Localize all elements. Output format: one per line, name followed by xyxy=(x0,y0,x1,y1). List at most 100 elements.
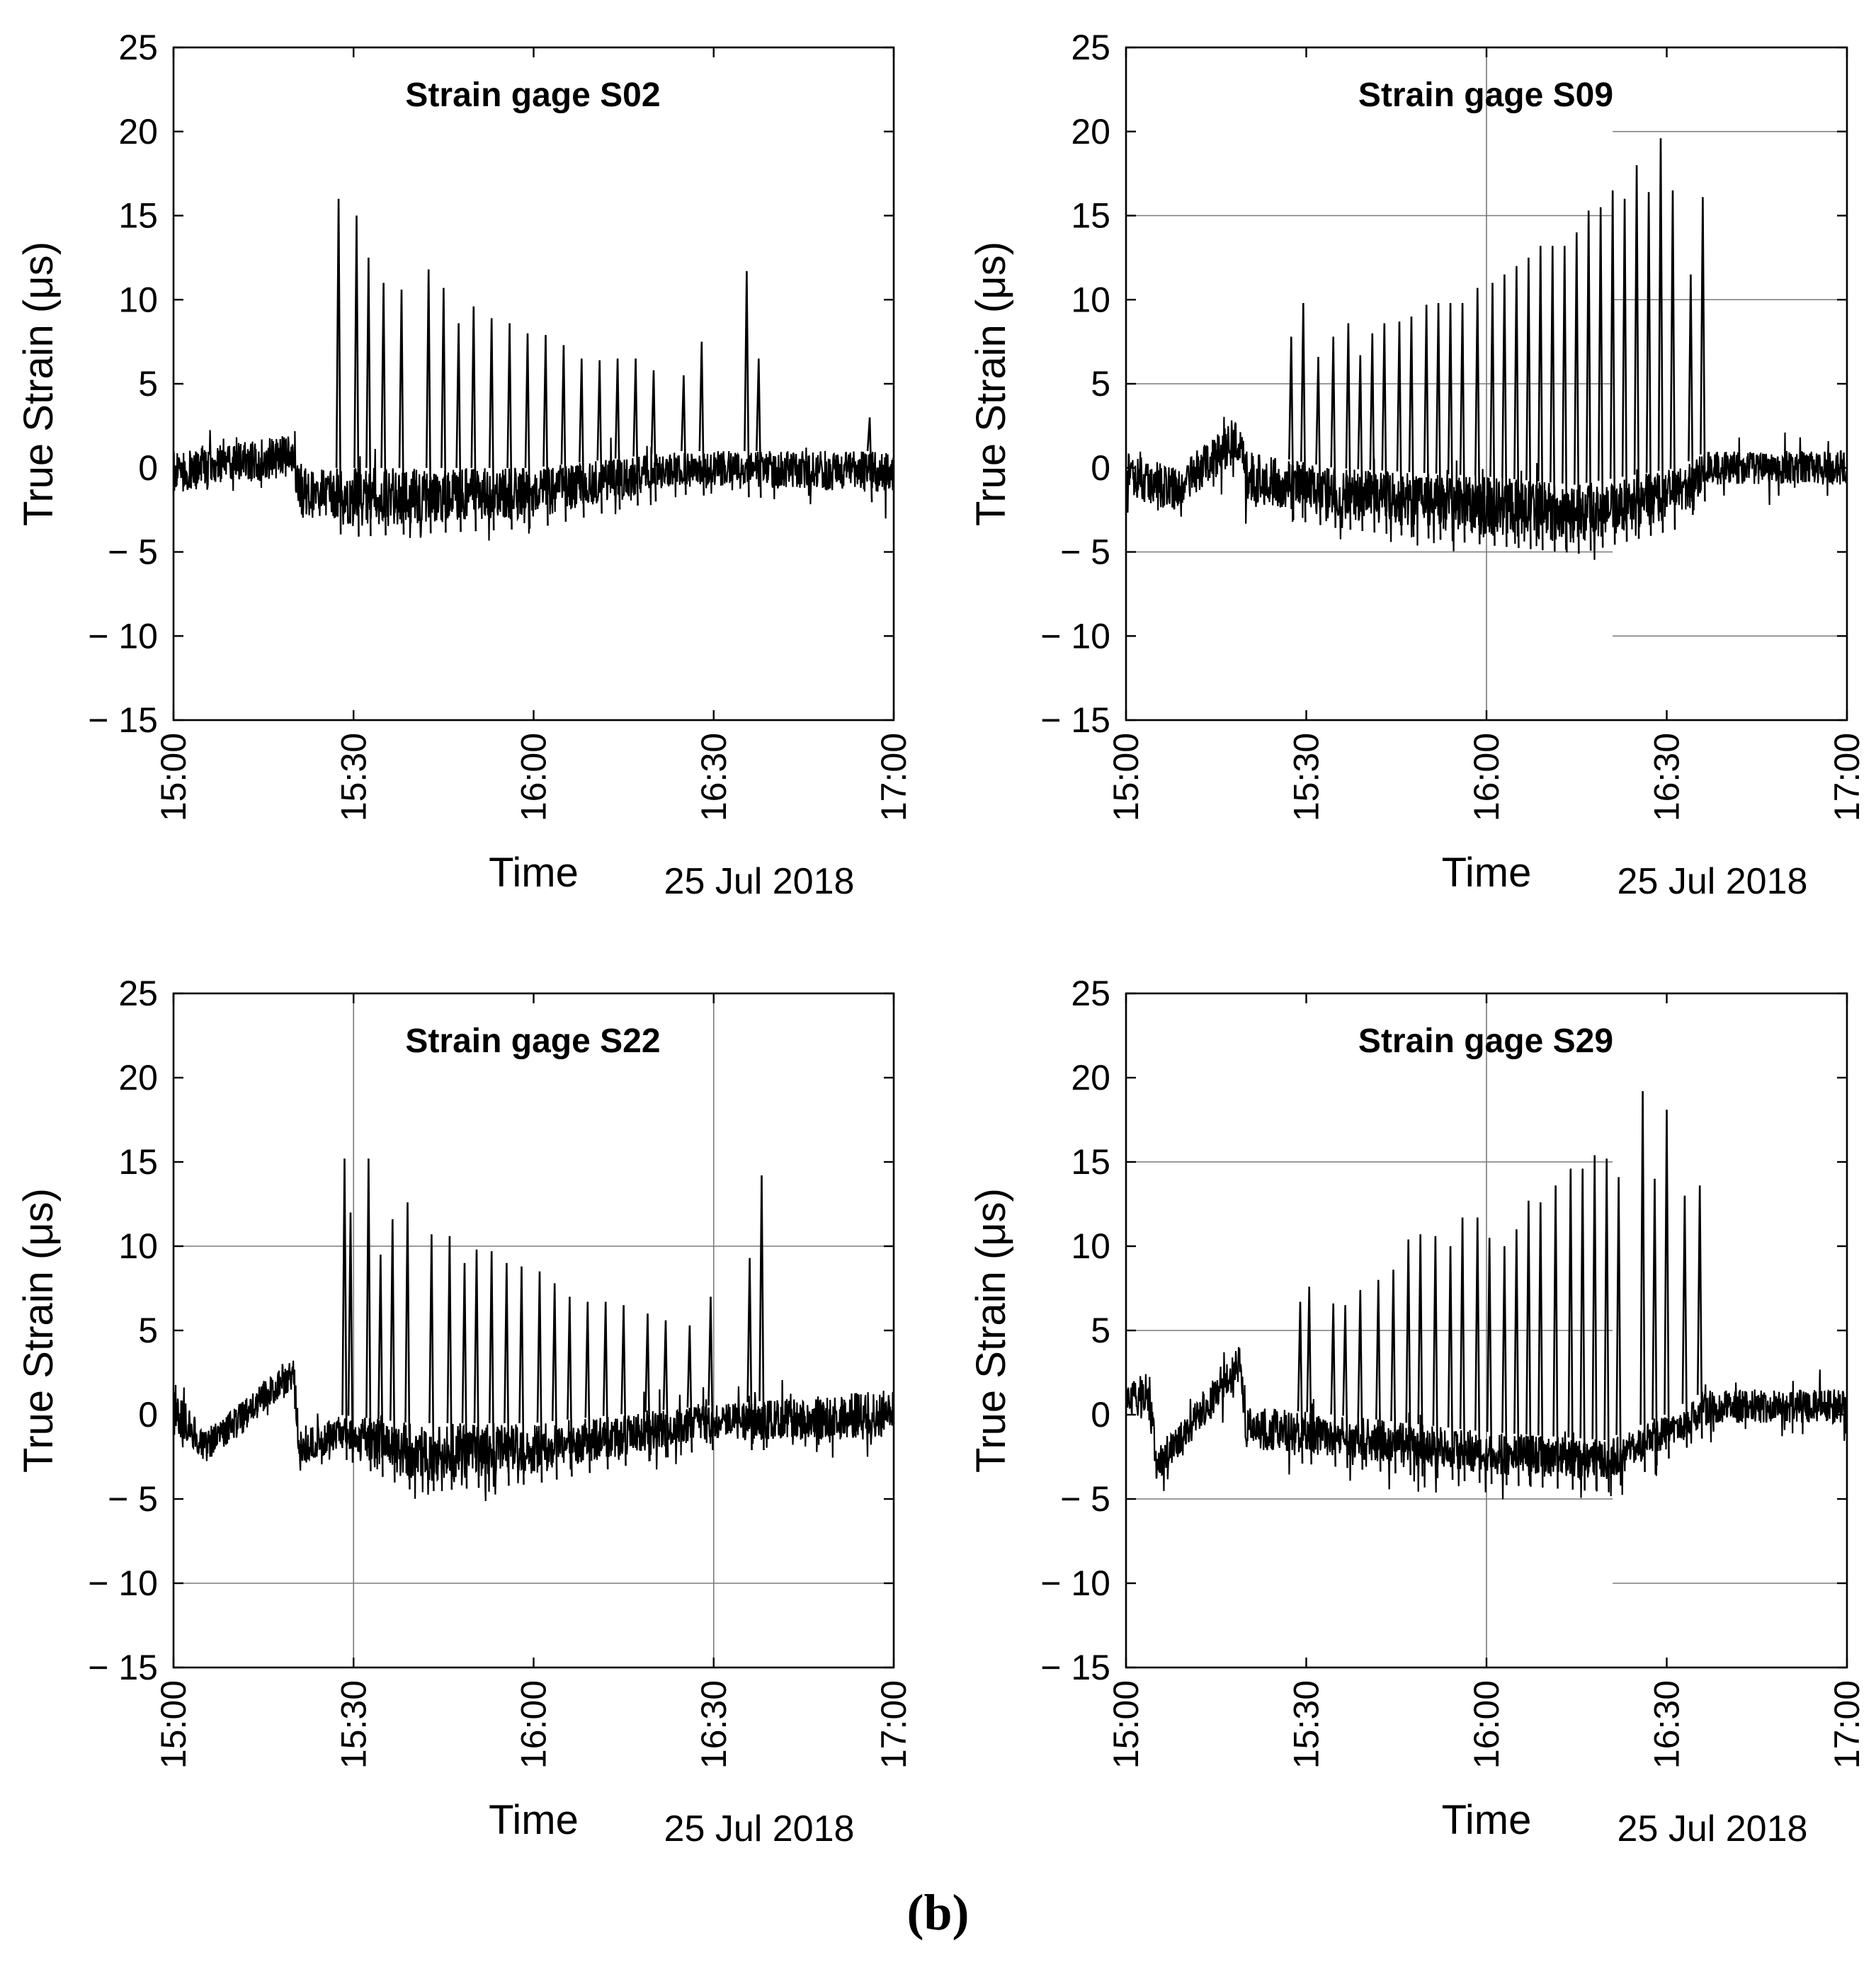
strain-peak xyxy=(1459,1217,1466,1481)
strain-peak xyxy=(506,323,513,530)
strain-peak xyxy=(866,417,873,503)
x-tick-label: 15:30 xyxy=(334,733,373,821)
strain-peak xyxy=(1567,1168,1574,1490)
strain-peak xyxy=(1357,355,1364,532)
y-tick-label: 10 xyxy=(118,1226,158,1266)
y-tick-label: − 5 xyxy=(108,1479,158,1519)
strain-peak xyxy=(1432,1236,1439,1478)
strain-peak xyxy=(1474,287,1481,545)
strain-peak xyxy=(1501,1245,1508,1486)
y-axis-label: True Strain (μs) xyxy=(968,1188,1014,1473)
strain-peak xyxy=(1408,316,1415,537)
strain-peak xyxy=(377,1254,384,1477)
chart-title: Strain gage S02 xyxy=(405,76,660,114)
strain-peak xyxy=(1297,1301,1304,1464)
x-tick-label: 16:30 xyxy=(694,733,734,821)
series-trace-s22 xyxy=(172,1360,894,1501)
y-tick-label: − 5 xyxy=(108,532,158,572)
y-tick-label: 25 xyxy=(1071,28,1110,67)
x-tick-label: 16:00 xyxy=(1467,733,1506,821)
strain-peak xyxy=(744,270,750,498)
strain-peak xyxy=(1315,356,1321,525)
y-tick-label: 25 xyxy=(118,974,158,1013)
y-tick-label: 20 xyxy=(1071,112,1110,152)
x-axis-label: Time xyxy=(1442,850,1532,896)
y-tick-label: 5 xyxy=(1091,364,1110,404)
x-tick-label: 15:30 xyxy=(334,1680,373,1769)
strain-peak xyxy=(504,1262,510,1486)
strain-peak xyxy=(440,287,447,533)
strain-peak xyxy=(632,358,639,506)
strain-peak xyxy=(596,360,603,514)
strain-peak xyxy=(1597,207,1604,548)
strain-peak xyxy=(1489,283,1496,546)
series-trace-s02 xyxy=(172,430,894,541)
strain-peak xyxy=(335,198,342,535)
strain-peak xyxy=(473,1249,480,1488)
strain-peak xyxy=(1591,1155,1598,1492)
strain-peak xyxy=(1330,336,1336,528)
strain-peak xyxy=(551,1283,558,1480)
strain-peak xyxy=(758,1175,765,1451)
strain-peak xyxy=(404,1202,411,1490)
strain-peak xyxy=(1357,1289,1364,1470)
strain-peak xyxy=(1688,274,1694,515)
y-tick-label: 0 xyxy=(1091,448,1110,488)
x-tick-label: 16:00 xyxy=(514,733,554,821)
date-label: 25 Jul 2018 xyxy=(1618,1808,1808,1849)
strain-peak xyxy=(536,1271,543,1483)
y-tick-label: 25 xyxy=(1071,974,1110,1013)
strain-peak xyxy=(746,1258,753,1451)
strain-peak xyxy=(488,1251,495,1487)
strain-peak xyxy=(650,370,657,502)
y-tick-label: 15 xyxy=(1071,1142,1110,1182)
date-label: 25 Jul 2018 xyxy=(664,861,855,902)
date-label: 25 Jul 2018 xyxy=(1618,861,1808,902)
strain-peak xyxy=(1700,197,1706,502)
x-axis-label: Time xyxy=(489,1797,579,1843)
strain-peak xyxy=(446,1236,453,1490)
strain-peak xyxy=(470,306,477,532)
strain-peak xyxy=(1664,1110,1670,1459)
strain-peak xyxy=(1513,1229,1520,1486)
y-tick-label: 15 xyxy=(1071,196,1110,236)
strain-peak xyxy=(1633,165,1640,539)
strain-peak xyxy=(380,283,387,536)
strain-peak xyxy=(1537,1202,1544,1488)
strain-peak xyxy=(707,1296,714,1451)
strain-peak xyxy=(1574,232,1580,554)
y-axis-label: True Strain (μs) xyxy=(16,241,62,526)
y-axis-label: True Strain (μs) xyxy=(968,241,1014,526)
strain-peak xyxy=(365,257,372,537)
y-tick-label: − 5 xyxy=(1060,1479,1110,1519)
strain-peak xyxy=(1579,1168,1586,1491)
strain-peak xyxy=(1447,1245,1454,1480)
strain-peak xyxy=(1459,302,1466,543)
x-axis-label: Time xyxy=(1442,1797,1532,1843)
strain-peak xyxy=(1615,1177,1622,1486)
y-tick-label: − 5 xyxy=(1060,532,1110,572)
strain-peak xyxy=(1603,1158,1610,1493)
strain-peak xyxy=(1405,1239,1411,1476)
y-tick-label: 10 xyxy=(118,280,158,319)
y-tick-label: 25 xyxy=(118,28,158,67)
x-tick-label: 15:30 xyxy=(1287,1680,1326,1769)
strain-peak xyxy=(398,289,405,535)
figure-caption: (b) xyxy=(906,1884,970,1941)
y-tick-label: − 10 xyxy=(1040,616,1110,656)
y-tick-label: 0 xyxy=(1091,1395,1110,1435)
strain-peak xyxy=(1645,192,1652,536)
x-tick-label: 16:00 xyxy=(514,1680,554,1769)
y-tick-label: 5 xyxy=(138,364,158,404)
strain-peak xyxy=(524,333,531,529)
strain-peak xyxy=(698,341,705,496)
strain-peak xyxy=(1300,302,1307,523)
strain-peak xyxy=(425,269,432,534)
x-tick-label: 17:00 xyxy=(874,1680,914,1769)
y-tick-label: − 10 xyxy=(1040,1563,1110,1603)
series-trace-s29 xyxy=(1125,1347,1848,1500)
strain-peak xyxy=(1417,1234,1423,1477)
